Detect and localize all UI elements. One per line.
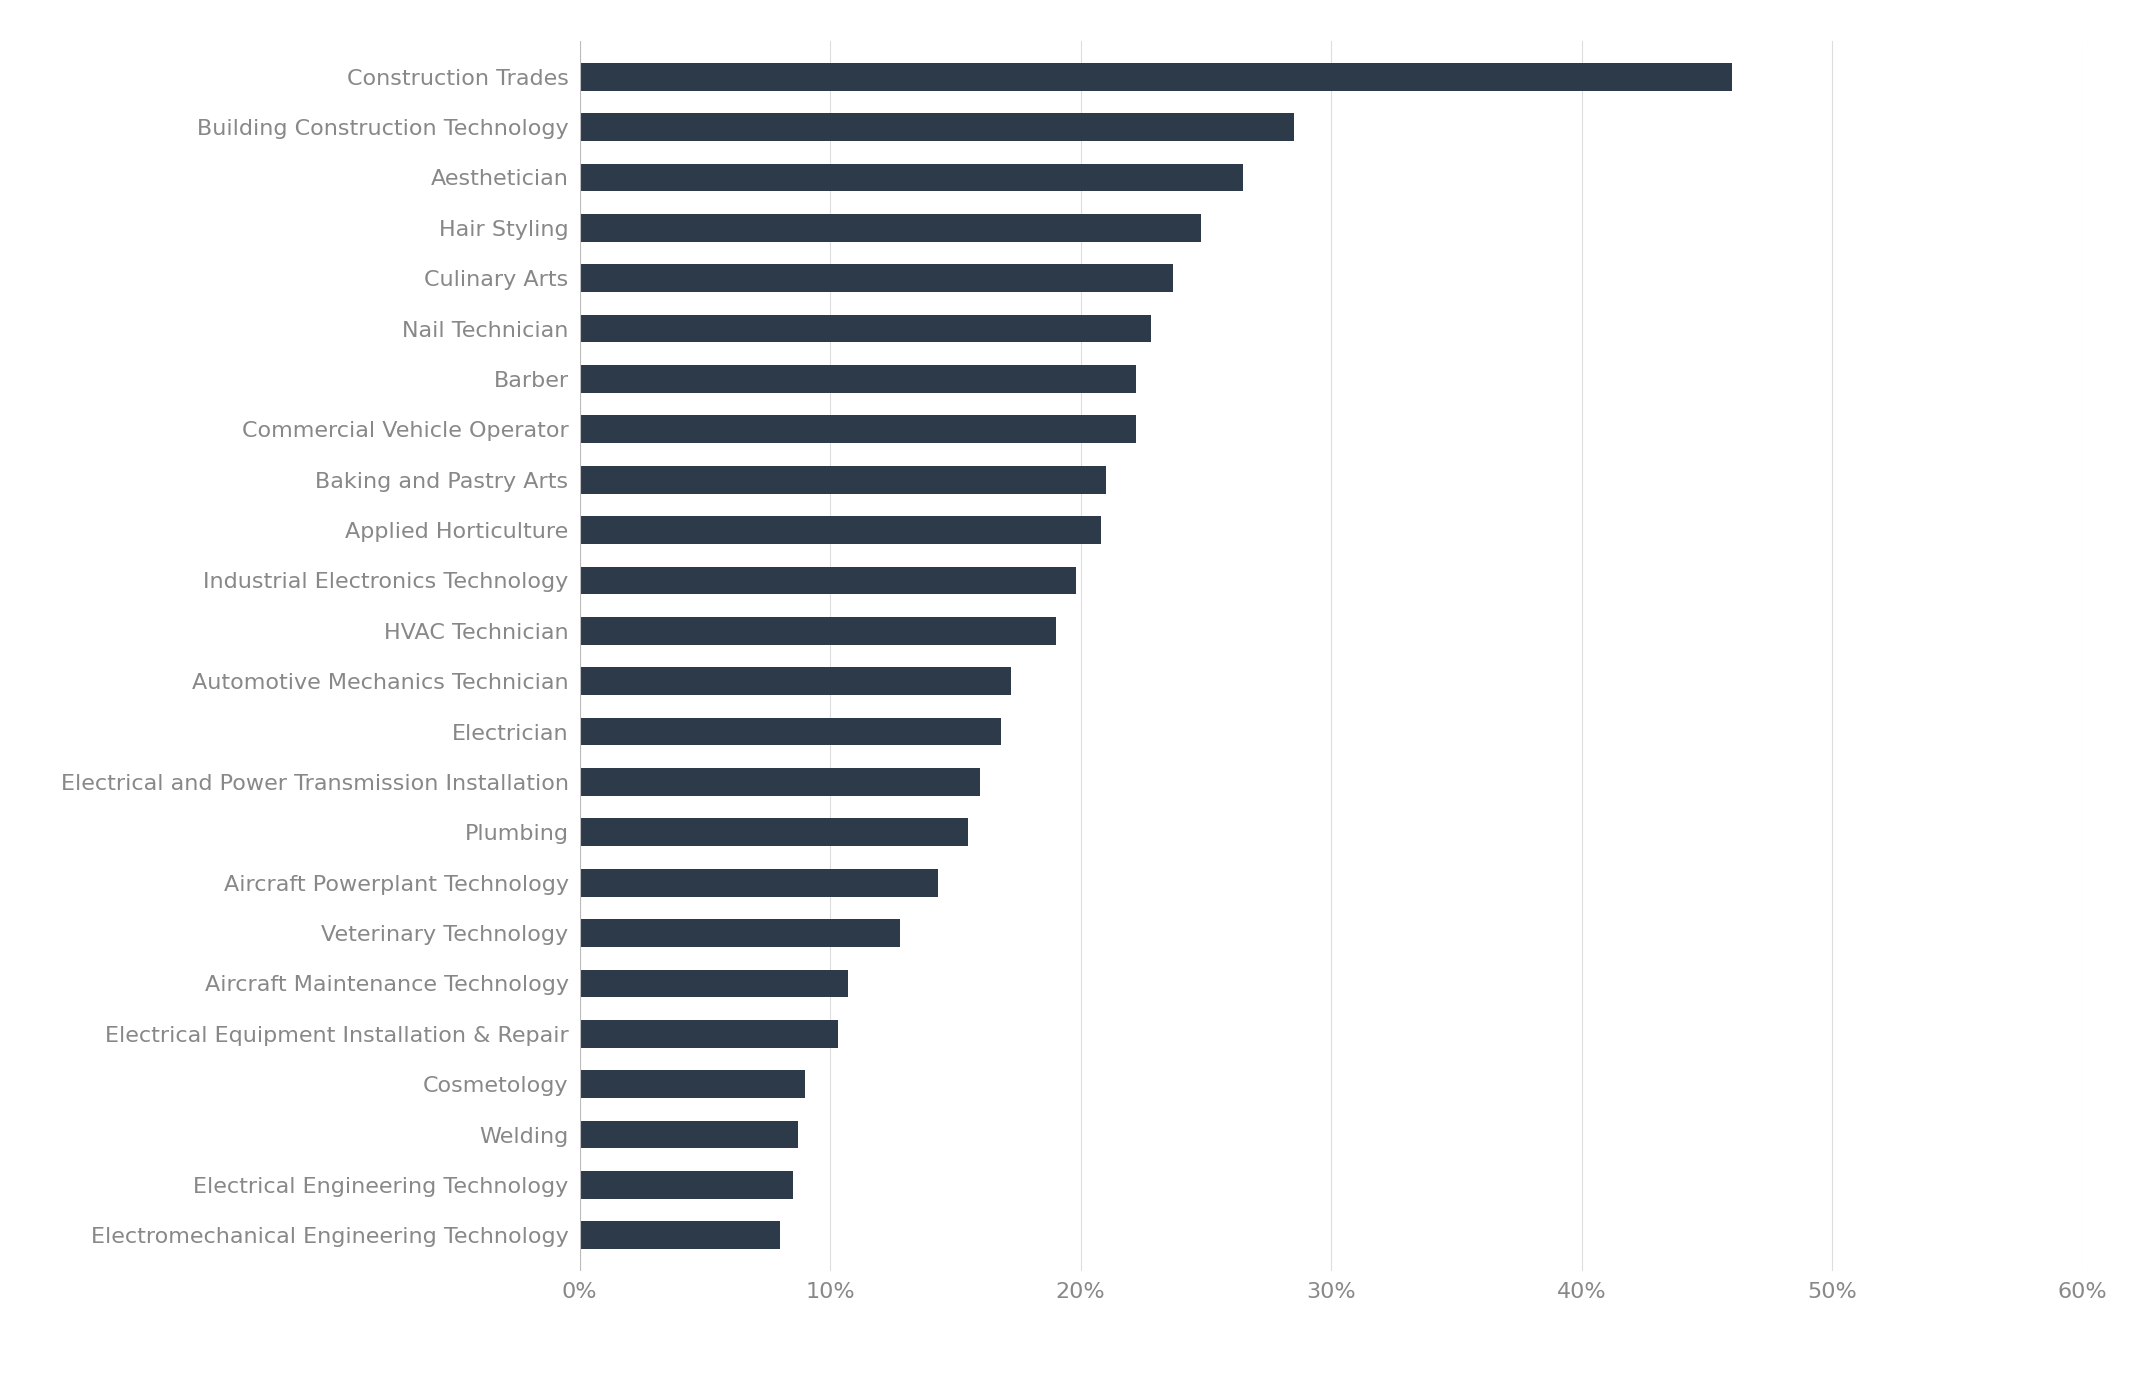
Bar <box>580 617 1056 645</box>
Bar <box>580 768 981 795</box>
Bar <box>580 1120 799 1149</box>
Bar <box>580 667 1011 695</box>
Bar <box>580 214 1200 242</box>
Bar <box>580 566 1076 594</box>
Bar <box>580 1171 792 1199</box>
Bar <box>580 113 1292 141</box>
Bar <box>580 416 1136 443</box>
Bar <box>580 1070 805 1098</box>
Bar <box>580 969 848 997</box>
Bar <box>580 819 968 847</box>
Bar <box>580 64 1733 91</box>
Bar <box>580 1021 837 1048</box>
Bar <box>580 365 1136 392</box>
Bar <box>580 516 1101 544</box>
Bar <box>580 315 1151 342</box>
Bar <box>580 920 900 947</box>
Bar <box>580 869 938 896</box>
Bar <box>580 718 1001 746</box>
Bar <box>580 465 1106 493</box>
Bar <box>580 1221 779 1248</box>
Bar <box>580 163 1243 192</box>
Bar <box>580 264 1174 291</box>
